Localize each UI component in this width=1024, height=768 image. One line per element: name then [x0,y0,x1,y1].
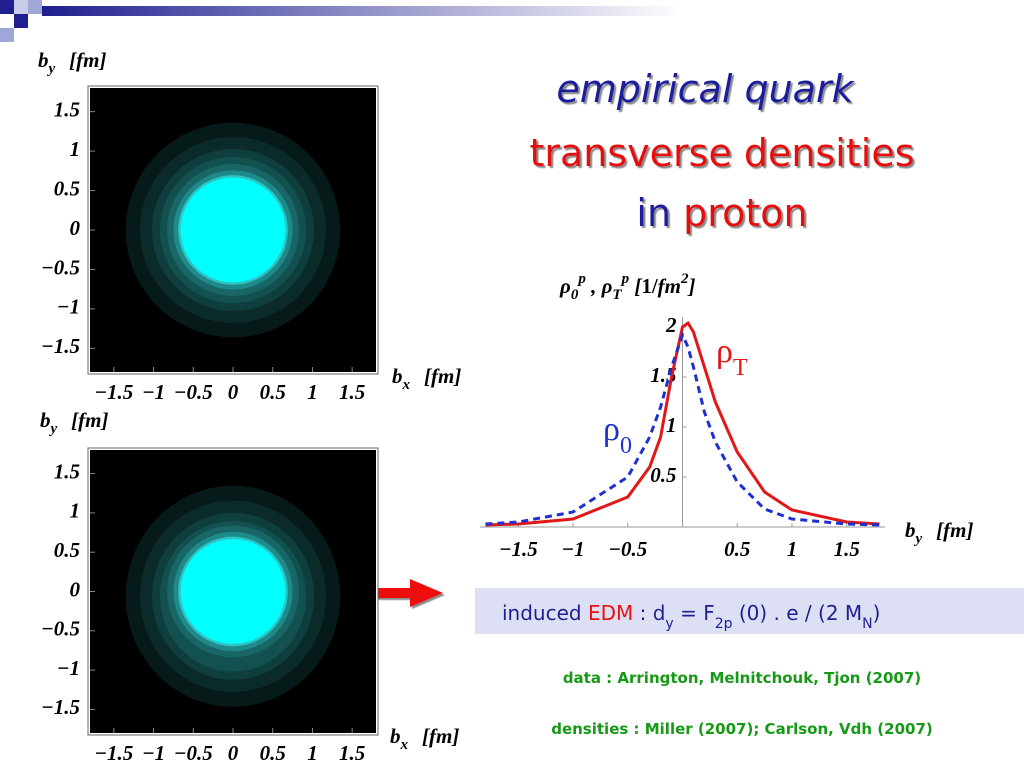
decoration [0,0,682,42]
title-word: in [636,191,671,235]
y-tick-label: 0.5 [54,176,80,200]
x-tick-label: 1.5 [834,537,860,561]
y-tick-label: 1.5 [54,459,80,483]
x-tick-label: 0.5 [260,741,286,765]
axis-sub: y [47,61,56,77]
y-tick-label: 0 [70,216,81,240]
axis-label: by [fm] [905,518,974,548]
y-label-part: 1/ [641,274,659,298]
x-tick-label: 0.5 [724,537,750,561]
formula: induced EDM : dy = F2p (0) . e / (2 MN) [502,601,880,632]
title-line: transverse densities [529,131,914,175]
y-tick-label: −1 [57,656,80,680]
x-tick-label: 1 [307,380,318,404]
x-tick-label: −0.5 [608,537,647,561]
reference: densities : Miller (2007); Carlson, Vdh … [551,720,933,738]
y-tick-label: 0.5 [650,463,676,487]
x-tick-label: 1.5 [339,380,365,404]
formula-part: = F [674,601,715,625]
y-label-part: ρ [559,274,571,298]
formula-part: 2p [715,616,733,632]
axis-unit: [fm] [71,408,108,432]
x-tick-label: 1.5 [339,741,365,765]
y-axis-label: ρ0p , ρTp [1/fm2] [559,271,696,303]
y-tick-label: −1 [57,295,80,319]
x-tick-label: −1 [561,537,584,561]
series-name-sub: 0 [620,433,632,459]
axis-unit: [fm] [424,364,461,388]
y-label-part: p [576,271,586,287]
y-tick-label: 1 [666,413,677,437]
x-tick-label: −1.5 [94,380,133,404]
x-tick-label: 0 [228,741,239,765]
formula-part: induced [502,601,588,625]
formula-part: y [665,616,673,632]
axis-unit: [fm] [936,518,973,542]
axis-sub: y [914,531,923,547]
x-tick-label: −1.5 [499,537,538,561]
y-tick-label: −1.5 [41,334,80,358]
y-label-part: [ [629,274,643,298]
formula-part: ) [873,601,881,625]
density-ring [180,177,286,283]
formula-box [475,588,1024,634]
reference: data : Arrington, Melnitchouk, Tjon (200… [563,669,921,687]
axis-var: b [40,408,51,432]
formula-part: N [862,616,872,632]
y-tick-label: 1 [70,499,81,523]
axis-var: b [390,724,401,748]
title-word: proton [683,191,807,235]
axis-var: b [392,364,403,388]
x-tick-label: −0.5 [174,380,213,404]
x-tick-label: −0.5 [174,741,213,765]
series-name-sub: T [733,355,748,381]
x-tick-label: −1 [142,380,165,404]
axis-label: bx [fm] [390,724,459,754]
axis-sub: y [49,421,58,437]
axis-sub: x [402,377,411,393]
x-tick-label: −1.5 [94,741,133,765]
density-ring [180,539,286,644]
y-tick-label: −0.5 [41,617,80,641]
x-tick-label: 1 [787,537,798,561]
axis-unit: [fm] [422,724,459,748]
axis-label: by [fm] [38,48,107,78]
y-label-part: , [586,274,602,298]
y-label-part: T [612,287,622,303]
series-line [485,320,880,527]
y-label-part: 2 [680,271,689,287]
y-label-part: ρ [601,274,613,298]
axis-var: b [905,518,916,542]
y-label-part: p [620,271,630,287]
y-label-part: ] [687,274,696,298]
y-label-part: 0 [571,287,579,303]
formula-part: EDM [588,601,633,625]
y-tick-label: 2 [665,313,677,337]
formula-part: (0) . e / (2 M [733,601,863,625]
y-tick-label: −0.5 [41,255,80,279]
axis-label: bx [fm] [392,364,461,394]
axis-unit: [fm] [69,48,106,72]
x-tick-label: 1 [307,741,318,765]
y-label-part: fm [658,274,681,298]
x-tick-label: −1 [142,741,165,765]
x-tick-label: 0 [228,380,239,404]
series-name: ρ [716,333,733,370]
axis-var: b [38,48,49,72]
y-tick-label: 0.5 [54,538,80,562]
axis-label: by [fm] [40,408,109,438]
title-line: in proton [636,191,807,235]
formula-part: : d [633,601,665,625]
series-name: ρ [603,411,620,448]
x-tick-label: 0.5 [260,380,286,404]
y-tick-label: −1.5 [41,695,80,719]
axis-sub: x [400,737,409,753]
series-label: ρT [716,333,748,381]
y-tick-label: 1.5 [54,97,80,121]
y-tick-label: 0 [70,577,81,601]
title-line: empirical quark [556,67,855,111]
y-tick-label: 1 [70,137,81,161]
series-label: ρ0 [603,411,632,459]
